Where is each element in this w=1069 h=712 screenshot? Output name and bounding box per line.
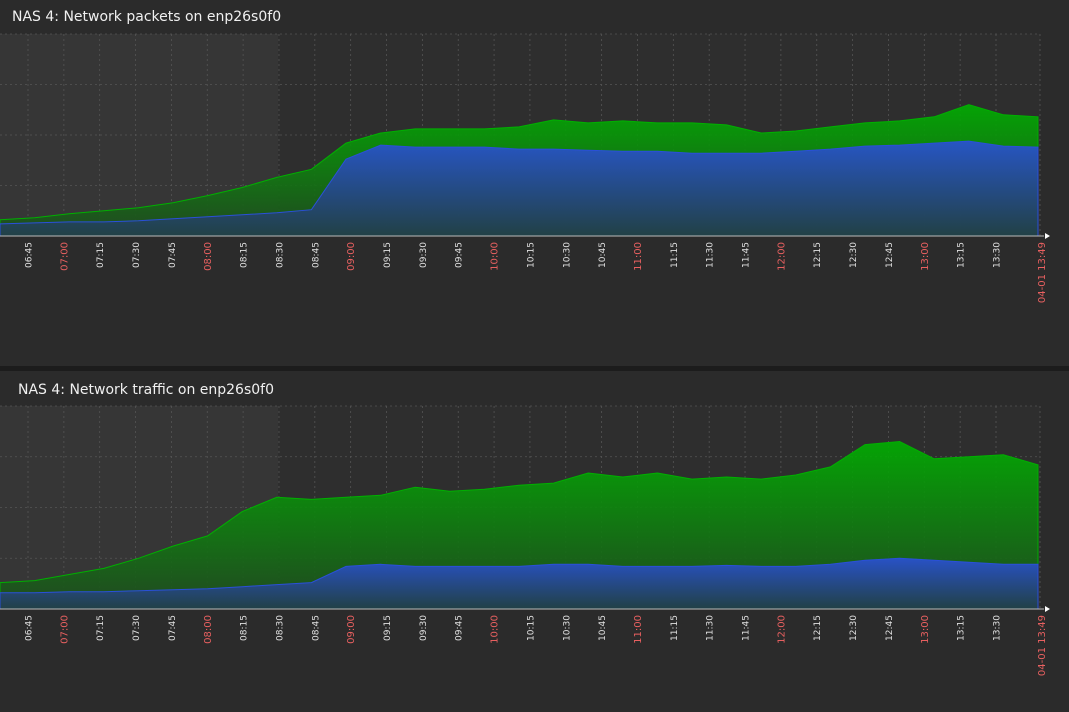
panel-divider [0,366,1069,371]
x-tick-label: 07:45 [168,242,178,268]
x-tick-label: 06:45 [25,242,35,268]
packets-chart: 06:45 07:00 07:15 07:30 07:45 08:00 08:15 08:30… [0,33,1050,303]
x-tick-label: 08:15 [240,615,250,641]
x-tick-label: 08:30 [275,242,285,268]
x-tick-label: 10:30 [562,242,572,268]
traffic-chart: 06:45 07:00 07:15 07:30 07:45 08:00 08:15 08:30… [0,405,1050,676]
x-axis-arrow [1045,233,1050,239]
x-tick-label: 09:15 [383,615,393,641]
x-tick-label: 09:45 [455,615,465,641]
x-tick-label: 12:30 [849,242,859,268]
chart-title: NAS 4: Network traffic on enp26s0f0 [18,382,274,398]
series-area-1 [0,140,1039,237]
x-tick-label: 09:00 [346,615,357,644]
x-tick-label: 13:30 [993,615,1003,641]
chart-title: NAS 4: Network packets on enp26s0f0 [12,9,282,25]
x-tick-label: 12:30 [849,615,859,641]
x-tick-label: 11:00 [633,615,644,644]
x-end-label: 04-01 13:49 [1037,615,1048,676]
x-tick-label: 13:15 [957,242,967,268]
x-tick-label: 12:00 [776,242,787,271]
x-tick-label: 12:00 [776,615,787,644]
x-tick-label: 10:30 [562,615,572,641]
x-tick-label: 10:15 [526,615,536,641]
x-tick-label: 11:15 [670,242,680,268]
x-tick-label: 12:15 [813,615,823,641]
x-axis-arrow [1045,606,1050,612]
x-tick-label: 12:45 [885,615,895,641]
x-tick-label: 09:30 [419,615,429,641]
x-tick-label: 10:45 [598,615,608,641]
series-area-1 [0,557,1039,610]
x-tick-label: 11:30 [706,615,716,641]
x-end-label: 04-01 13:49 [1037,242,1048,303]
x-tick-label: 09:45 [455,242,465,268]
x-tick-label: 11:45 [742,242,752,268]
x-tick-label: 07:45 [168,615,178,641]
x-tick-label: 10:15 [526,242,536,268]
x-tick-label: 07:00 [59,615,70,644]
x-tick-label: 07:15 [96,615,106,641]
x-tick-label: 13:30 [993,242,1003,268]
x-tick-label: 07:30 [132,615,142,641]
x-tick-label: 11:15 [670,615,680,641]
x-tick-label: 13:15 [957,615,967,641]
x-tick-label: 10:00 [490,242,501,271]
x-tick-label: 08:45 [311,242,321,268]
x-tick-label: 08:15 [240,242,250,268]
x-tick-label: 10:45 [598,242,608,268]
x-tick-label: 07:00 [59,242,70,271]
x-tick-label: 13:00 [920,615,931,644]
x-tick-label: 12:15 [813,242,823,268]
x-tick-label: 11:30 [706,242,716,268]
x-tick-label: 10:00 [490,615,501,644]
x-tick-label: 07:15 [96,242,106,268]
x-tick-label: 09:00 [346,242,357,271]
x-tick-label: 06:45 [25,615,35,641]
x-tick-label: 08:00 [203,242,214,271]
traffic-chart-panel: NAS 4: Network traffic on enp26s0f0 06:4… [0,371,1069,712]
x-tick-label: 12:45 [885,242,895,268]
x-tick-label: 11:00 [633,242,644,271]
x-tick-label: 11:45 [742,615,752,641]
x-tick-label: 13:00 [920,242,931,271]
x-tick-label: 08:30 [275,615,285,641]
packets-chart-panel: NAS 4: Network packets on enp26s0f0 06:4… [0,9,1050,303]
x-tick-label: 07:30 [132,242,142,268]
x-tick-label: 09:15 [383,242,393,268]
x-tick-label: 09:30 [419,242,429,268]
x-tick-label: 08:00 [203,615,214,644]
x-tick-label: 08:45 [311,615,321,641]
